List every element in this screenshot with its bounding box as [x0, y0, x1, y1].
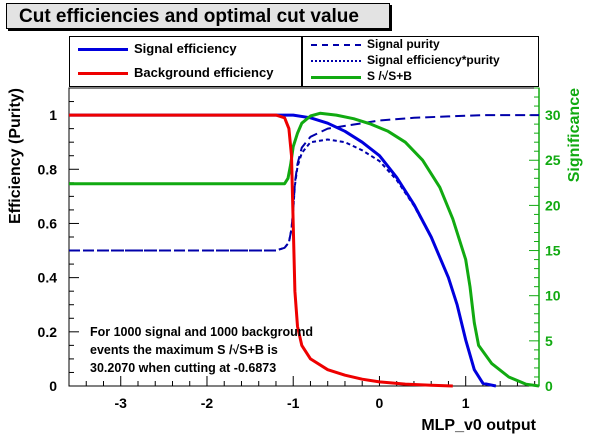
series-signal-purity	[69, 114, 539, 252]
y2-axis-label: Significance	[566, 88, 583, 182]
y-tick-label: 0.4	[38, 270, 58, 286]
legend-label-signal-efficiency-purity: Signal efficiency*purity	[367, 53, 500, 67]
y2-tick-label: 0	[545, 378, 553, 394]
legend-swatch-background-efficiency	[78, 72, 128, 75]
series-signal-efficiency	[69, 113, 497, 388]
chart-title: Cut efficiencies and optimal cut value	[6, 3, 390, 29]
annotation-line-2: events the maximum S /√S+B is	[90, 343, 278, 357]
legend-label-signal-efficiency: Signal efficiency	[134, 41, 237, 56]
x-tick-label: 1	[462, 395, 470, 411]
plot-frame	[68, 87, 540, 387]
y-axis-label: Efficiency (Purity)	[7, 88, 24, 224]
legend-label-signal-purity: Signal purity	[367, 37, 440, 51]
legend-swatch-signal-efficiency-purity	[311, 60, 361, 62]
x-tick-label: -1	[287, 395, 300, 411]
x-tick-label: -3	[115, 395, 128, 411]
y-tick-label: 0.2	[38, 324, 58, 340]
x-tick-label: 0	[376, 395, 384, 411]
annotation-line-1: For 1000 signal and 1000 background	[90, 325, 313, 339]
y-tick-label: 0	[49, 378, 57, 394]
x-axis-label: MLP_v0 output	[421, 417, 536, 434]
series-signal-efficiency-purity	[69, 138, 497, 387]
y-tick-label: 1	[49, 107, 57, 123]
legend-swatch-significance	[311, 76, 361, 79]
y2-tick-label: 5	[545, 333, 553, 349]
y-tick-label: 0.8	[38, 161, 58, 177]
series-background-efficiency	[69, 113, 453, 388]
legend-label-background-efficiency: Background efficiency	[134, 65, 274, 80]
legend-right: Signal purity Signal efficiency*purity S…	[302, 36, 539, 87]
y2-tick-label: 20	[545, 197, 561, 213]
y2-tick-label: 10	[545, 288, 561, 304]
series-significance	[69, 111, 540, 388]
x-tick-label: -2	[201, 395, 214, 411]
legend-swatch-signal-efficiency	[78, 48, 128, 51]
legend-swatch-signal-purity	[311, 44, 361, 46]
y2-tick-label: 15	[545, 243, 561, 259]
annotation-line-3: 30.2070 when cutting at -0.6873	[90, 361, 277, 375]
legend-label-significance: S /√S+B	[367, 69, 412, 83]
y-tick-label: 0.6	[38, 215, 58, 231]
y2-tick-label: 25	[545, 152, 561, 168]
y2-tick-label: 30	[545, 107, 561, 123]
legend-left: Signal efficiency Background efficiency	[69, 36, 302, 87]
